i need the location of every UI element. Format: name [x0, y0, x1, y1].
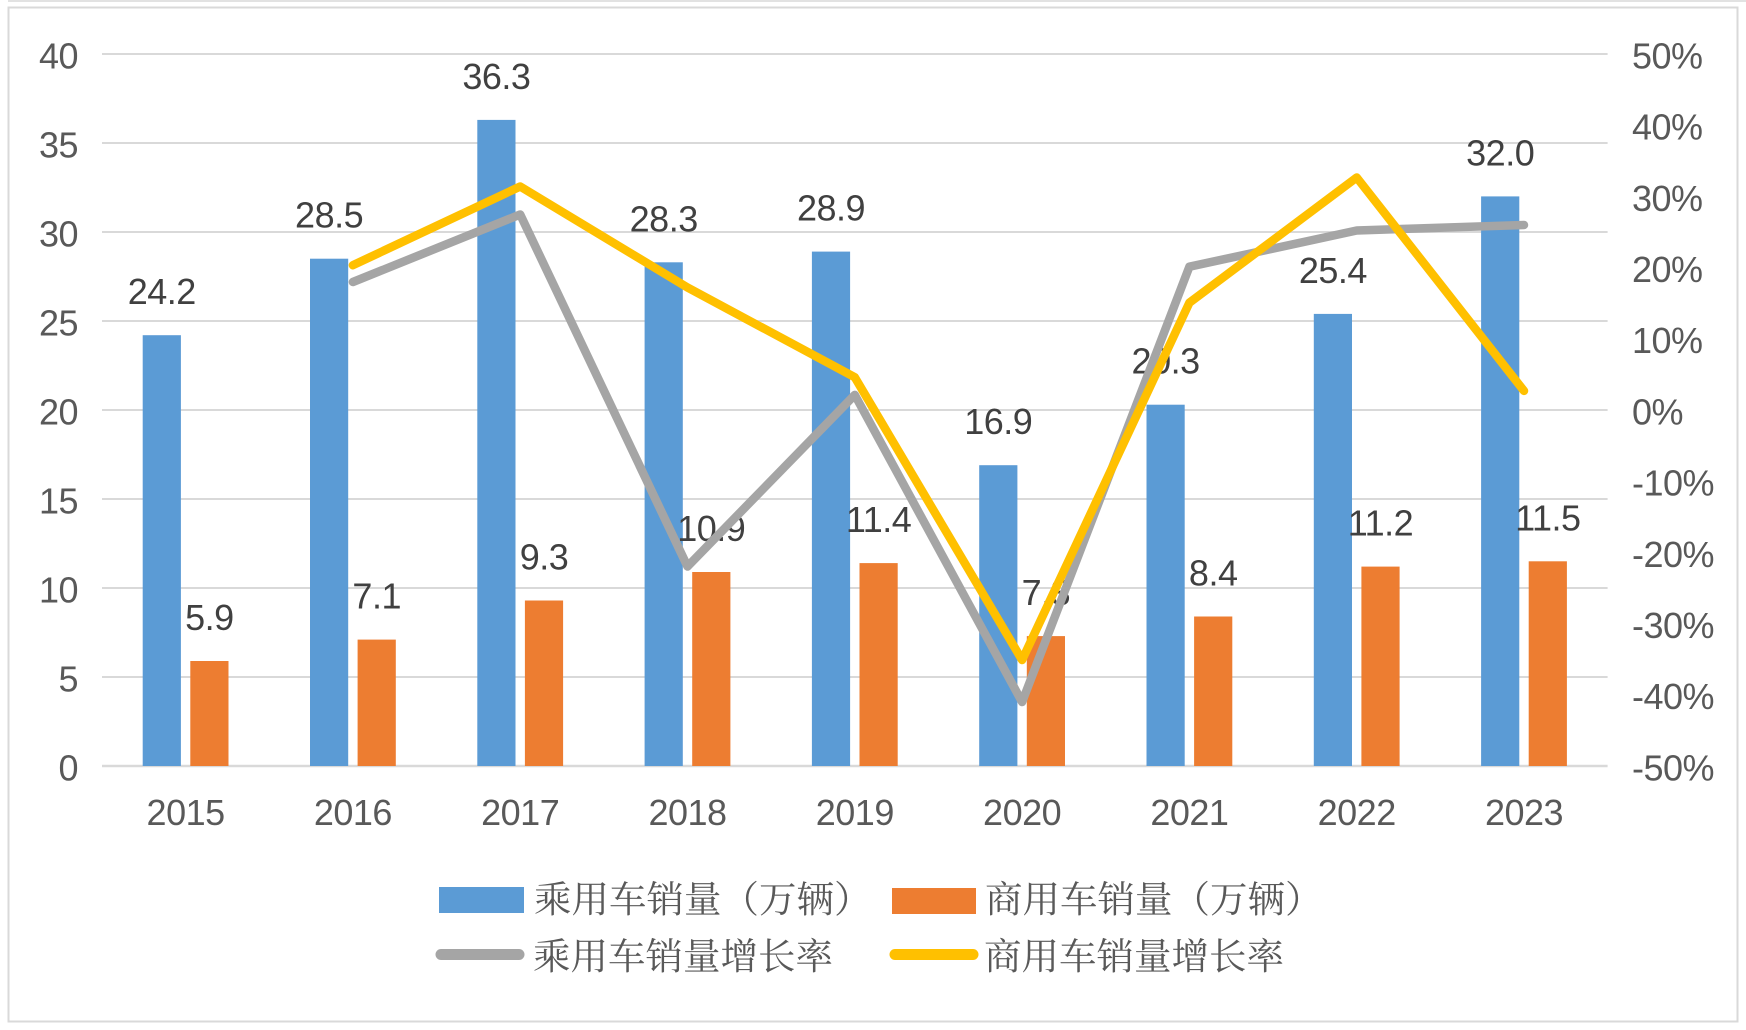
- svg-text:11.5: 11.5: [1515, 497, 1580, 538]
- svg-text:10%: 10%: [1632, 320, 1703, 361]
- svg-text:-10%: -10%: [1632, 463, 1714, 504]
- svg-text:-30%: -30%: [1632, 605, 1714, 646]
- svg-text:20%: 20%: [1632, 249, 1703, 290]
- svg-text:2015: 2015: [147, 792, 225, 833]
- svg-text:16.9: 16.9: [964, 401, 1032, 442]
- svg-text:35: 35: [39, 124, 78, 165]
- svg-text:10: 10: [39, 569, 78, 610]
- svg-text:25: 25: [39, 302, 78, 343]
- svg-text:0%: 0%: [1632, 391, 1683, 432]
- svg-text:2023: 2023: [1485, 792, 1563, 833]
- svg-text:2016: 2016: [314, 792, 392, 833]
- svg-text:5.9: 5.9: [185, 597, 234, 638]
- svg-text:2022: 2022: [1318, 792, 1396, 833]
- svg-text:30%: 30%: [1632, 178, 1703, 219]
- svg-text:8.4: 8.4: [1189, 553, 1238, 594]
- svg-text:11.2: 11.2: [1348, 503, 1413, 544]
- svg-text:5: 5: [58, 658, 78, 699]
- svg-text:20: 20: [39, 391, 78, 432]
- svg-text:25.4: 25.4: [1299, 250, 1367, 291]
- svg-text:-20%: -20%: [1632, 534, 1714, 575]
- svg-text:50%: 50%: [1632, 35, 1703, 76]
- svg-text:2018: 2018: [648, 792, 726, 833]
- svg-text:30: 30: [39, 213, 78, 254]
- svg-text:11.4: 11.4: [846, 499, 911, 540]
- svg-text:2017: 2017: [481, 792, 559, 833]
- svg-text:28.9: 28.9: [797, 188, 865, 229]
- svg-text:15: 15: [39, 480, 78, 521]
- svg-text:-50%: -50%: [1632, 747, 1714, 788]
- svg-text:28.5: 28.5: [295, 195, 363, 236]
- svg-text:9.3: 9.3: [520, 537, 569, 578]
- svg-text:24.2: 24.2: [128, 271, 196, 312]
- svg-text:2020: 2020: [983, 792, 1061, 833]
- svg-text:7.1: 7.1: [352, 576, 401, 617]
- svg-text:32.0: 32.0: [1466, 132, 1534, 173]
- svg-text:40%: 40%: [1632, 107, 1703, 148]
- svg-text:2019: 2019: [816, 792, 894, 833]
- svg-text:2021: 2021: [1150, 792, 1228, 833]
- svg-text:28.3: 28.3: [630, 198, 698, 239]
- svg-text:-40%: -40%: [1632, 676, 1714, 717]
- svg-text:0: 0: [58, 747, 78, 788]
- svg-text:40: 40: [39, 35, 78, 76]
- svg-text:36.3: 36.3: [462, 56, 530, 97]
